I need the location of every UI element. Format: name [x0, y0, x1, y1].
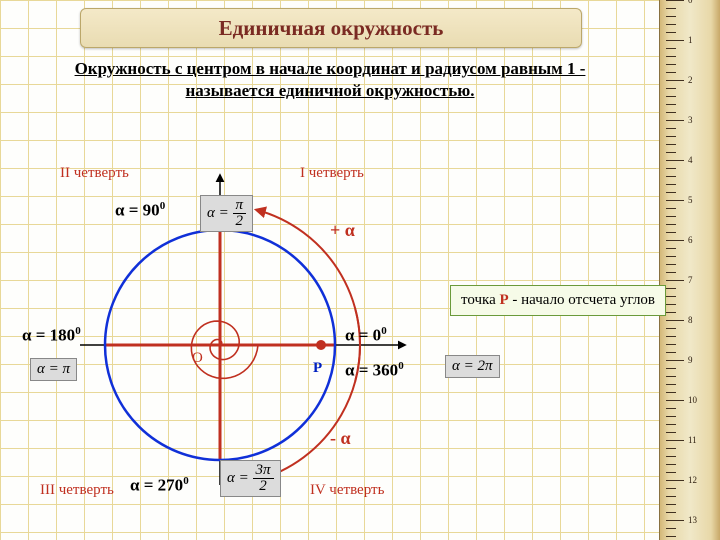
angle-180-pi: α = π: [30, 358, 77, 381]
origin-info-box: точка Р - начало отсчета углов: [450, 285, 666, 316]
page-title: Единичная окружность: [219, 16, 444, 41]
positive-alpha: + α: [330, 220, 355, 241]
point-P-label: P: [313, 360, 322, 377]
angle-90-deg: α = 900: [115, 200, 165, 221]
definition-text: Окружность с центром в начале координат …: [60, 58, 600, 102]
header-bar: Единичная окружность: [80, 8, 582, 48]
angle-180-deg: α = 1800: [22, 325, 81, 346]
angle-0-deg: α = 00: [345, 325, 387, 346]
origin-O: О: [192, 350, 203, 367]
angle-360-deg: α = 3600: [345, 360, 404, 381]
angle-270-pi: α = 3π2: [220, 460, 281, 497]
angle-270-deg: α = 2700: [130, 475, 189, 496]
negative-alpha: - α: [330, 428, 351, 449]
angle-360-pi: α = 2π: [445, 355, 500, 378]
angle-90-pi: α = π2: [200, 195, 253, 232]
ruler-strip: 012345678910111213: [659, 0, 720, 540]
